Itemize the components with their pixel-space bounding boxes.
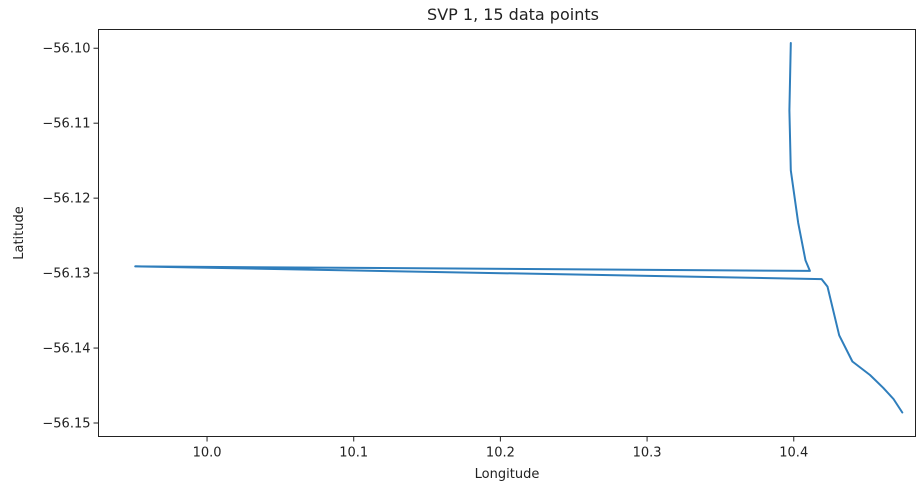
y-tick-label: −56.11 (42, 117, 90, 132)
x-tick-label: 10.4 (779, 446, 808, 461)
y-tick-label: −56.13 (42, 267, 90, 282)
series-layer (134, 42, 904, 414)
x-axis: 10.0 10.1 10.2 10.3 10.4 (193, 436, 808, 461)
x-tick-label: 10.2 (486, 446, 515, 461)
x-tick-label: 10.1 (339, 446, 368, 461)
series-line (134, 42, 904, 414)
plot-frame (98, 29, 916, 437)
y-tick-label: −56.14 (42, 342, 90, 357)
y-tick-label: −56.12 (42, 192, 90, 207)
plot-area: 10.0 10.1 10.2 10.3 10.4 −56.10−56.11−56.12−… (42, 29, 916, 461)
y-axis: −56.10 −56.11 −56.12 −56.13 −56.14 −56.15 (42, 42, 99, 432)
chart-title: SVP 1, 15 data points (427, 5, 599, 24)
y-axis-label: Latitude (12, 206, 27, 260)
x-axis-label: Longitude (475, 467, 540, 482)
x-tick-label: 10.3 (633, 446, 662, 461)
y-tick-label: −56.15 (42, 417, 90, 432)
x-tick-label: 10.0 (193, 446, 222, 461)
y-tick-label: −56.10 (42, 42, 90, 57)
